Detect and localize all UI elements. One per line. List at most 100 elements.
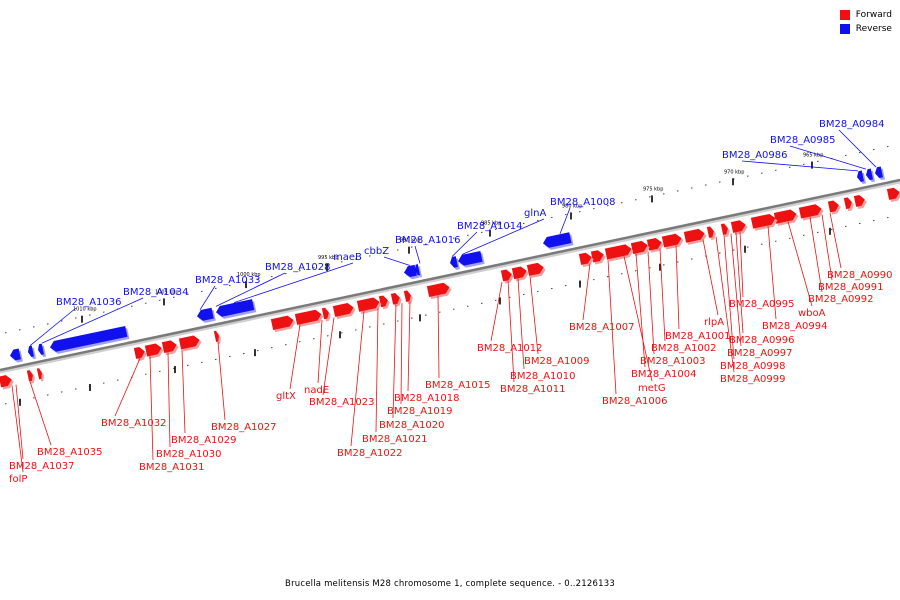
forward-gene bbox=[500, 269, 514, 284]
gene-arrow bbox=[683, 228, 705, 243]
tick-label: 970 kbp bbox=[724, 169, 744, 175]
label-leader bbox=[29, 307, 77, 346]
gene-label: BM28_A0996 bbox=[729, 335, 795, 346]
label-leader bbox=[623, 256, 653, 382]
label-leader bbox=[635, 253, 646, 368]
forward-gene bbox=[390, 292, 402, 307]
label-leader bbox=[11, 385, 24, 473]
forward-gene bbox=[403, 290, 413, 305]
gene-label: BM28_A1037 bbox=[9, 461, 75, 472]
forward-label: Forward bbox=[855, 10, 892, 20]
label-leader bbox=[702, 239, 719, 316]
forward-gene bbox=[750, 213, 778, 231]
label-leader bbox=[233, 262, 354, 303]
label-leader bbox=[767, 225, 777, 320]
label-leader bbox=[789, 145, 867, 170]
label-leader bbox=[400, 303, 403, 405]
gene-label: metG bbox=[638, 383, 666, 394]
label-leader bbox=[739, 231, 744, 298]
forward-gene bbox=[213, 330, 221, 345]
label-leader bbox=[529, 276, 539, 355]
reverse-gene bbox=[866, 168, 875, 183]
label-leader bbox=[451, 231, 478, 257]
gene-label: BM28_A1035 bbox=[37, 447, 103, 458]
reverse-gene bbox=[450, 256, 460, 270]
label-leader bbox=[723, 235, 735, 360]
label-leader bbox=[215, 272, 286, 307]
label-leader bbox=[29, 381, 52, 446]
label-leader bbox=[715, 236, 735, 373]
label-leader bbox=[647, 251, 655, 355]
forward-gene bbox=[270, 315, 296, 333]
reverse-gene bbox=[458, 250, 485, 268]
gene-arrow bbox=[590, 250, 604, 263]
gene-arrow bbox=[50, 325, 128, 352]
gene-label: BM28_A0984 bbox=[819, 119, 885, 130]
gene-label: BM28_A1008 bbox=[550, 197, 616, 208]
forward-gene bbox=[630, 240, 650, 257]
gene-arrow bbox=[216, 299, 255, 317]
label-leader bbox=[199, 285, 216, 310]
gene-arrow bbox=[415, 264, 421, 276]
legend-forward: Forward bbox=[839, 8, 892, 22]
label-leader bbox=[490, 281, 503, 342]
gene-label: BM28_A1010 bbox=[510, 371, 576, 382]
gene-arrow bbox=[604, 244, 632, 260]
gene-arrow bbox=[133, 346, 145, 359]
gene-arrow bbox=[661, 233, 682, 248]
gene-arrow bbox=[843, 197, 852, 209]
label-leader bbox=[289, 324, 301, 390]
gene-label: BM28_A1002 bbox=[651, 343, 717, 354]
forward-gene bbox=[886, 187, 900, 203]
reverse-gene bbox=[216, 299, 257, 319]
gene-arrow bbox=[543, 232, 572, 248]
upper-scale bbox=[4, 145, 889, 334]
gene-label: rlpA bbox=[704, 317, 724, 328]
tick-label: 1000 kbp bbox=[237, 272, 261, 278]
gene-arrow bbox=[853, 194, 865, 207]
reverse-gene bbox=[10, 348, 23, 363]
gene-label: BM28_A1015 bbox=[425, 380, 491, 391]
label-leader bbox=[735, 232, 744, 334]
lower-scale bbox=[4, 216, 889, 405]
gene-arrow bbox=[730, 220, 746, 233]
gene-label: BM28_A0991 bbox=[818, 282, 884, 293]
forward-gene bbox=[578, 252, 594, 268]
gene-label: BM28_A1027 bbox=[211, 422, 277, 433]
gene-label: BM28_A1032 bbox=[101, 418, 167, 429]
forward-gene bbox=[827, 200, 841, 215]
legend-reverse: Reverse bbox=[839, 22, 892, 36]
gene-arrow bbox=[798, 204, 822, 219]
gene-arrow bbox=[36, 368, 42, 380]
gene-arrow bbox=[10, 348, 21, 361]
forward-gene bbox=[36, 368, 44, 382]
gene-label: BM28_A1023 bbox=[309, 397, 375, 408]
label-leader bbox=[675, 245, 680, 330]
gene-label: BM28_A0994 bbox=[762, 321, 828, 332]
forward-gene bbox=[604, 244, 634, 262]
gene-label: wboA bbox=[798, 308, 826, 319]
reverse-gene bbox=[875, 166, 885, 181]
label-leader bbox=[507, 280, 515, 383]
gene-label: BM28_A1019 bbox=[387, 406, 453, 417]
label-leader bbox=[821, 214, 833, 281]
gene-label: BM28_A1028 bbox=[265, 262, 331, 273]
tick-label: 975 kbp bbox=[643, 186, 663, 192]
gene-label: BM28_A1022 bbox=[337, 448, 403, 459]
gene-label: BM28_A0985 bbox=[770, 135, 836, 146]
gene-label: BM28_A1011 bbox=[500, 384, 566, 395]
reverse-swatch bbox=[839, 24, 850, 34]
forward-gene bbox=[590, 250, 606, 265]
gene-arrow bbox=[866, 168, 874, 181]
gene-arrow bbox=[827, 200, 839, 213]
label-leader bbox=[350, 311, 365, 447]
gene-label: BM28_A1021 bbox=[362, 434, 428, 445]
gene-arrow bbox=[26, 370, 33, 382]
gene-label: BM28_A1007 bbox=[569, 322, 635, 333]
reverse-gene bbox=[197, 307, 216, 323]
gene-arrow bbox=[500, 269, 512, 282]
forward-swatch bbox=[839, 10, 850, 20]
forward-gene bbox=[321, 307, 331, 322]
gene-label: BM28_A1006 bbox=[602, 396, 668, 407]
